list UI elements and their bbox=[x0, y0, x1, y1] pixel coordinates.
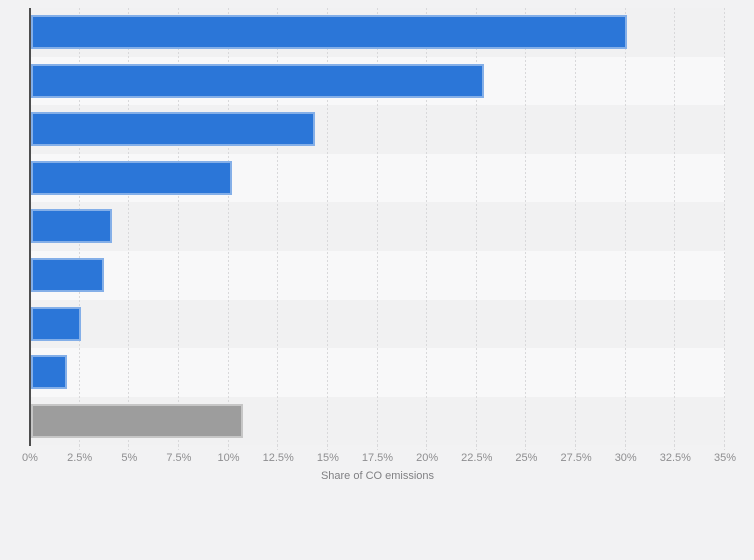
x-tick-mark bbox=[177, 445, 179, 451]
x-tick-mark bbox=[326, 445, 328, 451]
x-tick-mark bbox=[475, 445, 477, 451]
row-band bbox=[30, 299, 725, 349]
x-tick-label: 22.5% bbox=[461, 452, 493, 465]
gridline bbox=[525, 8, 527, 446]
x-tick-label: 7.5% bbox=[166, 452, 192, 465]
x-tick-mark bbox=[227, 445, 229, 451]
bar bbox=[31, 160, 232, 195]
bar bbox=[31, 209, 113, 244]
x-tick-label: 17.5% bbox=[361, 452, 394, 465]
x-tick-label: 35% bbox=[713, 452, 737, 465]
bar bbox=[31, 355, 67, 390]
row-band bbox=[30, 202, 725, 251]
gridline bbox=[376, 8, 378, 446]
x-tick-label: 10% bbox=[217, 452, 240, 465]
gridline bbox=[724, 8, 725, 446]
gridline bbox=[227, 8, 229, 446]
x-tick-mark bbox=[624, 445, 626, 451]
x-tick-mark bbox=[525, 445, 527, 451]
x-tick-mark bbox=[426, 445, 428, 451]
gridline bbox=[326, 8, 328, 446]
bar-chart: 0% 2.5% 5% 7.5% 10% 12.5% 15% 17.5% 20% 22.5% 25% 2… bbox=[22, 8, 737, 483]
x-axis-title: Share of CO emissions bbox=[320, 470, 435, 483]
gridline bbox=[475, 8, 477, 446]
plot-area bbox=[29, 8, 725, 447]
x-tick-mark bbox=[724, 445, 725, 451]
x-tick-mark bbox=[575, 445, 577, 451]
gridline bbox=[575, 8, 577, 446]
x-tick-label: 5% bbox=[121, 452, 138, 465]
x-tick-label: 32.5% bbox=[659, 452, 691, 465]
x-tick-mark bbox=[128, 445, 130, 451]
x-tick-label: 30% bbox=[614, 452, 637, 465]
x-tick-label: 0% bbox=[22, 452, 38, 465]
bar bbox=[31, 112, 315, 147]
x-tick-label: 12.5% bbox=[262, 452, 294, 465]
bar bbox=[31, 403, 244, 438]
row-band bbox=[30, 348, 725, 397]
x-tick-mark bbox=[376, 445, 378, 451]
x-tick-mark bbox=[78, 445, 80, 451]
x-tick-mark bbox=[277, 445, 279, 451]
bar bbox=[31, 15, 627, 49]
x-tick-mark bbox=[674, 445, 676, 451]
x-tick-label: 20% bbox=[416, 452, 439, 465]
bar bbox=[31, 63, 484, 98]
bar bbox=[31, 258, 105, 292]
gridline bbox=[426, 8, 428, 446]
y-axis-line bbox=[29, 8, 31, 447]
gridline bbox=[277, 8, 279, 446]
x-tick-label: 15% bbox=[316, 452, 339, 465]
row-band bbox=[30, 251, 725, 300]
gridline bbox=[624, 8, 626, 446]
x-tick-label: 27.5% bbox=[560, 452, 592, 465]
gridline bbox=[177, 8, 179, 446]
bar bbox=[31, 306, 81, 341]
gridline bbox=[128, 8, 130, 446]
x-tick-label: 2.5% bbox=[67, 452, 93, 465]
gridline bbox=[674, 8, 676, 446]
x-tick-label: 25% bbox=[515, 452, 538, 465]
